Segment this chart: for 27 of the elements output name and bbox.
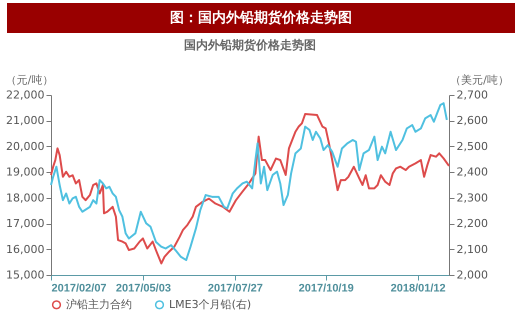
y-tick-label: 21,000 [6, 114, 44, 128]
y2-tick-label: 2,000 [456, 268, 488, 282]
y-axis-title: （元/吨） [6, 74, 54, 86]
y2-tick-label: 2,500 [456, 140, 488, 153]
y2-tick-label: 2,600 [456, 114, 488, 128]
y-tick-label: 19,000 [6, 166, 44, 179]
x-tick-label: 2017/07/27 [208, 282, 263, 294]
legend-label: 沪铅主力合约 [66, 298, 132, 311]
y-tick-label: 18,000 [6, 191, 44, 204]
y2-tick-label: 2,300 [456, 191, 488, 204]
y2-tick-label: 2,200 [456, 217, 488, 230]
y2-tick-label: 2,700 [456, 88, 488, 102]
y-tick-label: 20,000 [6, 140, 44, 153]
y-tick-label: 17,000 [6, 217, 44, 230]
chart-subtitle: 国内外铅期货价格走势图 [184, 38, 316, 52]
x-tick-label: 2017/02/07 [52, 282, 107, 294]
chart-title: 图：国内外铅期货价格走势图 [170, 10, 352, 26]
y2-axis-title: （美元/吨） [450, 74, 509, 86]
x-tick-label: 2018/01/12 [390, 282, 446, 294]
y2-tick-label: 2,100 [456, 242, 488, 256]
y-tick-label: 16,000 [6, 242, 44, 256]
legend-label: LME3个月铅(右) [169, 298, 252, 311]
y2-tick-label: 2,400 [456, 166, 488, 179]
x-tick-label: 2017/05/03 [116, 282, 171, 294]
y-tick-label: 22,000 [6, 88, 44, 102]
y-tick-label: 15,000 [6, 268, 44, 282]
x-tick-label: 2017/10/19 [298, 282, 354, 294]
